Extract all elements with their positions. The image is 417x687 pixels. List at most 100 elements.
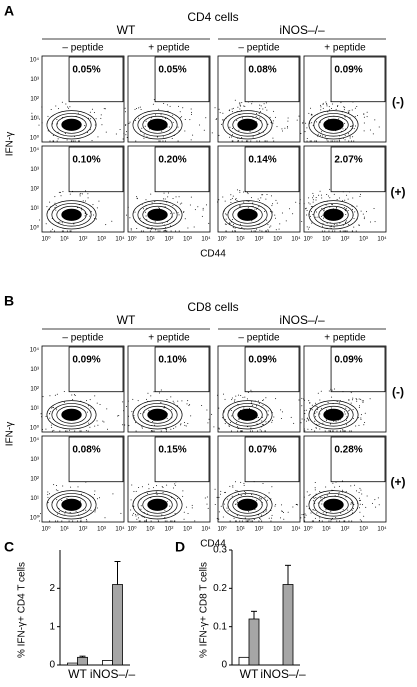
x-tick-label: 10³ (97, 237, 106, 243)
event-dot (365, 506, 367, 508)
event-dot (174, 520, 176, 522)
event-dot (164, 198, 166, 200)
event-dot (262, 194, 264, 196)
event-dot (224, 491, 226, 493)
event-dot (122, 138, 124, 140)
contour (137, 113, 178, 137)
event-dot (314, 489, 316, 491)
event-dot (319, 104, 321, 106)
event-dot (186, 403, 188, 405)
event-dot (238, 205, 240, 207)
event-dot (87, 193, 89, 195)
event-dot (69, 512, 71, 514)
event-dot (378, 504, 380, 506)
y-tick-label: 10³ (30, 457, 39, 463)
event-dot (189, 119, 191, 121)
event-dot (85, 200, 87, 202)
event-dot (341, 489, 343, 491)
plot-frame (127, 55, 211, 143)
event-dot (236, 422, 238, 424)
event-dot (334, 140, 336, 142)
event-dot (268, 492, 270, 494)
event-dot (324, 230, 326, 232)
event-dot (313, 195, 315, 197)
group-label: WT (117, 23, 136, 37)
event-dot (94, 425, 96, 427)
event-dot (161, 514, 163, 516)
event-dot (325, 409, 327, 411)
event-dot (348, 224, 350, 226)
event-dot (281, 411, 283, 413)
event-dot (137, 514, 139, 516)
event-dot (320, 497, 322, 499)
x-tick-label: 10¹ (60, 237, 69, 243)
row-label: (+) (391, 475, 406, 489)
event-dot (314, 412, 316, 414)
event-dot (266, 219, 268, 221)
event-dot (206, 409, 208, 411)
event-dot (271, 486, 273, 488)
event-dot (363, 122, 365, 124)
event-dot (240, 494, 242, 496)
event-dot (154, 114, 156, 116)
event-dot (205, 117, 207, 119)
event-dot (52, 135, 54, 137)
event-dot (243, 105, 245, 107)
event-dot (68, 520, 70, 522)
contour (232, 115, 263, 134)
y-axis-label: IFN-γ (5, 422, 16, 446)
event-dot (135, 119, 137, 121)
event-dot (329, 188, 331, 190)
event-dot (243, 482, 245, 484)
event-dot (325, 509, 327, 511)
event-dot (371, 502, 373, 504)
event-dot (180, 423, 182, 425)
event-dot (280, 417, 282, 419)
event-dot (343, 207, 345, 209)
event-dot (79, 500, 81, 502)
bar (112, 584, 123, 666)
event-dot (158, 207, 160, 209)
event-dot (150, 520, 152, 522)
event-dot (347, 209, 349, 211)
event-dot (104, 517, 106, 519)
event-dot (218, 199, 220, 201)
event-dot (254, 208, 256, 210)
y-tick-label: 10⁴ (30, 347, 40, 354)
event-dot (366, 495, 368, 497)
event-dot (345, 419, 347, 421)
event-dot (256, 112, 258, 114)
event-dot (267, 123, 269, 125)
event-dot (244, 396, 246, 398)
event-dot (326, 193, 328, 195)
event-dot (259, 104, 261, 106)
event-dot (329, 109, 331, 111)
event-dot (137, 400, 139, 402)
event-dot (40, 413, 42, 415)
event-dot (68, 107, 70, 109)
event-dot (172, 114, 174, 116)
event-dot (354, 125, 356, 127)
event-dot (296, 504, 298, 506)
event-dot (359, 511, 361, 513)
event-dot (125, 406, 127, 408)
event-dot (66, 430, 68, 432)
x-tick-label: 10³ (97, 527, 106, 533)
y-tick-label: 10⁴ (30, 437, 40, 444)
event-dot (86, 411, 88, 413)
event-dot (190, 139, 192, 141)
event-dot (166, 484, 168, 486)
event-dot (65, 103, 67, 105)
event-dot (256, 423, 258, 425)
event-dot (372, 133, 374, 135)
event-dot (141, 427, 143, 429)
y-axis-label: % IFN-γ+ CD8 T cells (199, 562, 210, 658)
event-dot (262, 404, 264, 406)
event-dot (225, 223, 227, 225)
event-dot (231, 140, 233, 142)
event-dot (87, 132, 89, 134)
event-dot (259, 429, 261, 431)
event-dot (38, 118, 40, 120)
event-dot (77, 520, 79, 522)
event-dot (218, 511, 220, 513)
